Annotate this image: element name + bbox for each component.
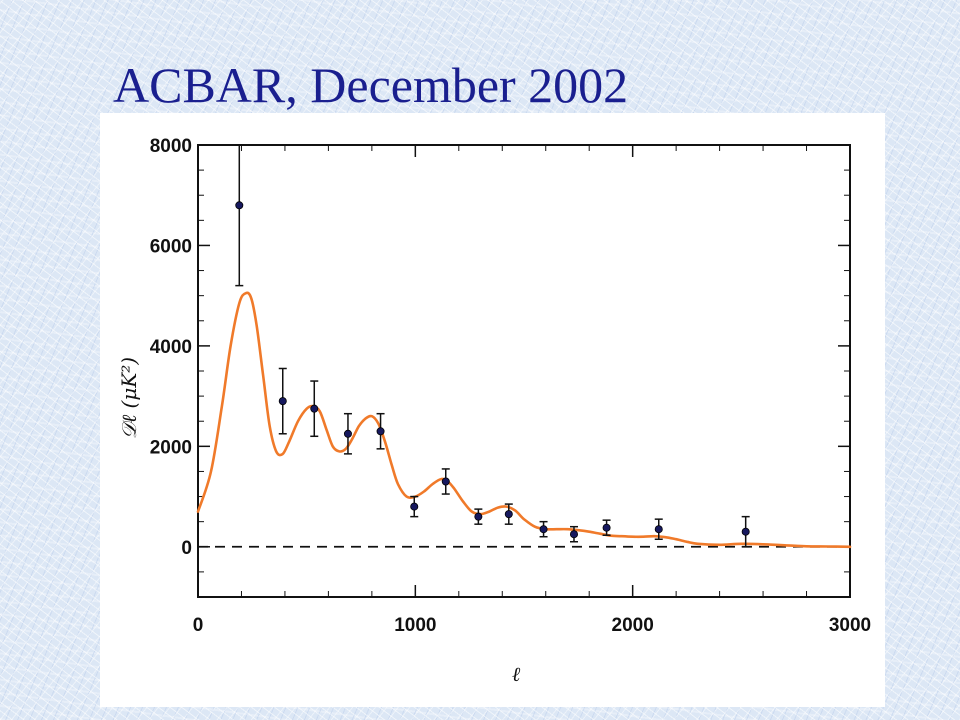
data-point [569,530,578,539]
data-point [310,404,319,413]
tick-labels: 0 1000 2000 3000 0 2000 4000 6000 8000 [150,136,871,636]
data-point [539,525,548,534]
x-tick-label: 2000 [612,615,654,636]
y-tick-label: 0 [181,538,192,559]
x-axis-label: ℓ [512,662,521,686]
axis-ticks [197,144,851,598]
y-tick-label: 8000 [150,136,192,157]
y-axis-label: 𝒟ℓ (μK²) [117,357,141,439]
plot-panel: 0 1000 2000 3000 0 2000 4000 6000 8000 ℓ 𝒟ℓ (μK²… [100,113,885,707]
data-point [410,502,419,511]
power-spectrum-chart: 0 1000 2000 3000 0 2000 4000 6000 8000 ℓ 𝒟ℓ (μK²… [117,136,871,686]
data-point [376,427,385,436]
data-points-layer [235,144,750,548]
slide-title: ACBAR, December 2002 [113,57,629,113]
x-tick-label: 0 [193,615,204,636]
y-tick-label: 6000 [150,236,192,257]
data-point [343,429,352,438]
data-point [474,512,483,521]
data-point [602,523,611,532]
data-point [278,397,287,406]
model-spectrum-curve [196,291,852,549]
x-tick-label: 1000 [394,615,436,636]
data-point [741,527,750,536]
plot-frame [197,144,851,598]
y-tick-label: 2000 [150,437,192,458]
data-point [441,477,450,486]
x-tick-label: 3000 [829,615,871,636]
data-point [235,201,244,210]
data-point [504,510,513,519]
model-curve-layer [196,291,852,549]
data-point [654,525,663,534]
y-tick-label: 4000 [150,337,192,358]
